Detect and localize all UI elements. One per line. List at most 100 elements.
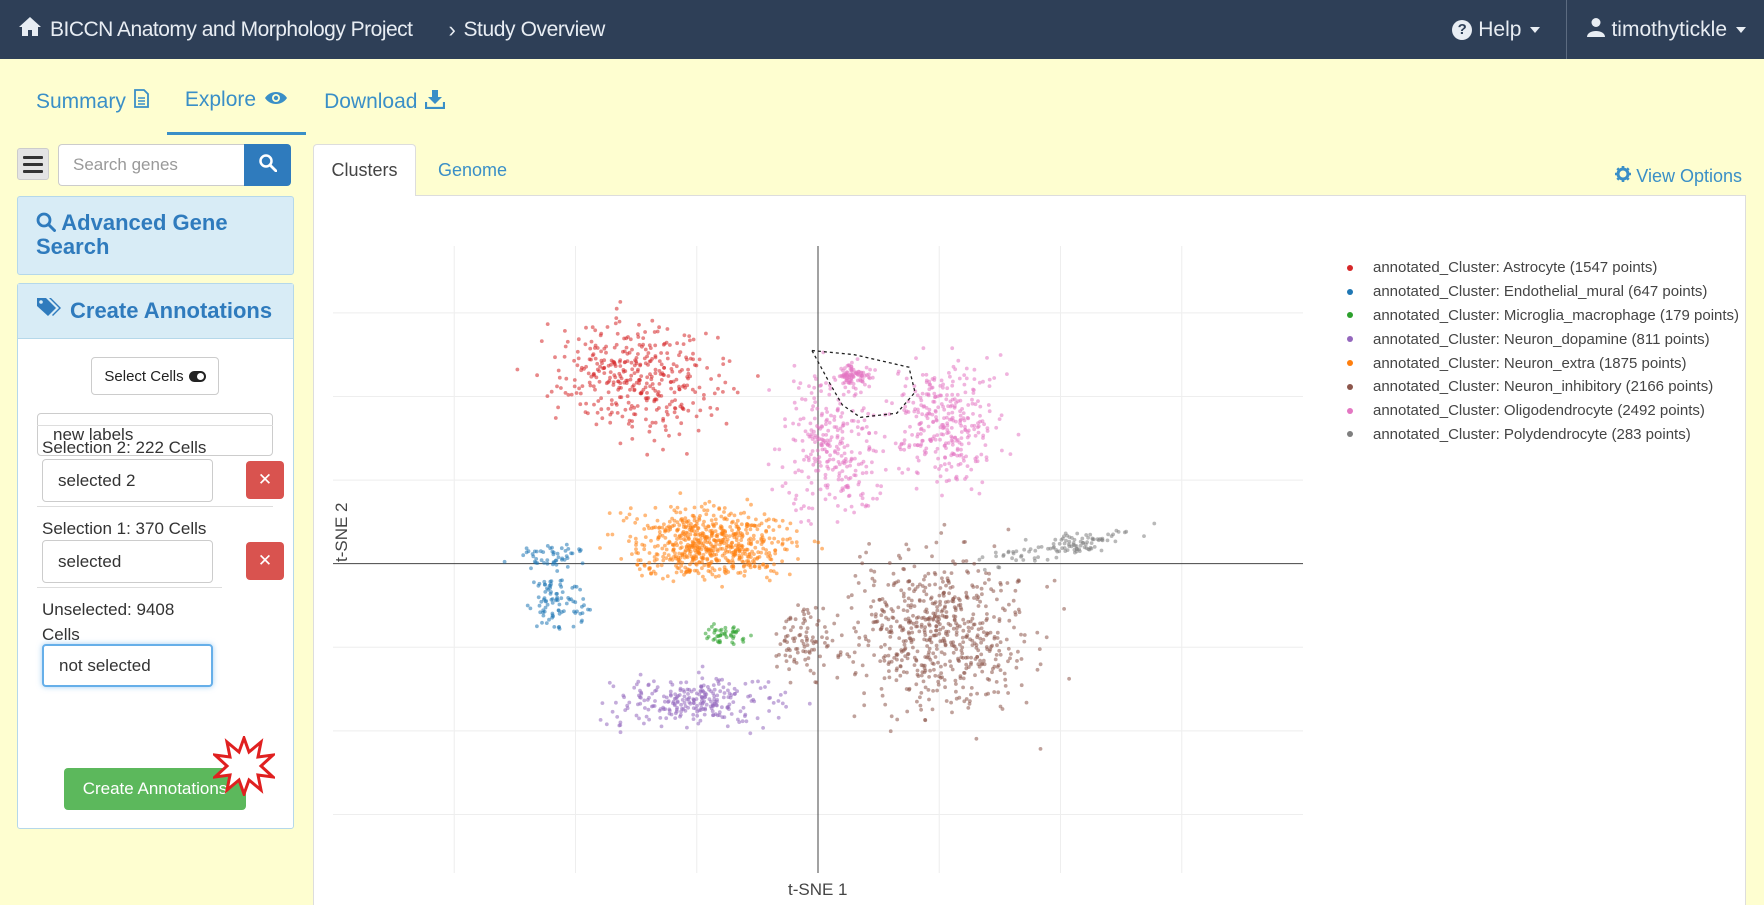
view-options-button[interactable]: View Options xyxy=(1615,166,1742,187)
tab-summary[interactable]: Summary xyxy=(18,76,167,135)
data-point xyxy=(938,437,942,442)
data-point xyxy=(602,371,607,375)
legend-item[interactable]: annotated_Cluster: Endothelial_mural (64… xyxy=(1344,280,1739,304)
selection-2-label-input[interactable] xyxy=(42,459,213,502)
data-point xyxy=(837,474,841,478)
toggle-on-icon xyxy=(188,370,206,382)
data-point xyxy=(756,550,761,555)
data-point xyxy=(774,632,779,636)
tab-explore[interactable]: Explore xyxy=(166,76,307,135)
search-button[interactable] xyxy=(244,144,291,186)
data-point xyxy=(717,567,722,572)
data-point xyxy=(792,501,796,506)
data-point xyxy=(675,341,679,346)
data-point xyxy=(619,557,624,561)
data-point xyxy=(731,700,736,704)
search-genes-input[interactable] xyxy=(58,144,244,186)
data-point xyxy=(836,460,841,464)
data-point xyxy=(658,372,663,376)
data-point xyxy=(743,569,747,574)
data-point xyxy=(610,709,615,714)
breadcrumb-study-overview[interactable]: › Study Overview xyxy=(449,17,606,43)
user-menu[interactable]: timothytickle xyxy=(1567,0,1764,59)
data-point xyxy=(941,625,945,630)
user-icon xyxy=(1587,17,1606,43)
data-point xyxy=(981,658,986,663)
data-point xyxy=(905,656,910,661)
select-cells-button[interactable]: Select Cells xyxy=(91,357,219,395)
unselected-label-input[interactable] xyxy=(42,644,213,687)
data-point xyxy=(805,663,809,667)
data-point xyxy=(895,657,899,662)
legend-item[interactable]: annotated_Cluster: Polydendrocyte (283 p… xyxy=(1344,423,1739,447)
legend-item[interactable]: annotated_Cluster: Microglia_macrophage … xyxy=(1344,304,1739,328)
create-annotations-header[interactable]: Create Annotations xyxy=(18,284,293,339)
data-point xyxy=(659,362,664,367)
data-point xyxy=(960,645,965,650)
data-point xyxy=(817,460,822,465)
data-point xyxy=(781,537,785,542)
data-point xyxy=(705,508,710,513)
data-point xyxy=(824,422,828,427)
legend-label: annotated_Cluster: Polydendrocyte (283 p… xyxy=(1373,425,1691,443)
data-point xyxy=(835,434,840,438)
data-point xyxy=(662,522,666,527)
data-point xyxy=(1084,533,1089,537)
data-point xyxy=(750,549,754,554)
data-point xyxy=(900,658,904,663)
data-point xyxy=(642,698,647,703)
data-point xyxy=(992,664,997,669)
annotation-name-input[interactable] xyxy=(37,413,273,456)
data-point xyxy=(702,699,706,704)
data-point xyxy=(972,427,977,432)
data-point xyxy=(782,625,787,630)
data-point xyxy=(891,616,896,620)
data-point xyxy=(665,356,670,361)
data-point xyxy=(923,718,928,723)
selection-1-label-input[interactable] xyxy=(42,540,213,583)
data-point xyxy=(719,514,724,519)
data-point xyxy=(1095,537,1100,542)
data-point xyxy=(954,474,959,479)
data-point xyxy=(541,613,546,618)
data-point xyxy=(978,413,982,418)
data-point xyxy=(702,563,707,568)
data-point xyxy=(842,451,847,456)
legend-marker xyxy=(1347,383,1353,390)
data-point xyxy=(745,497,750,502)
data-point xyxy=(1062,541,1067,546)
data-point xyxy=(581,597,586,601)
data-point xyxy=(949,426,954,430)
legend-item[interactable]: annotated_Cluster: Neuron_dopamine (811 … xyxy=(1344,327,1739,351)
delete-selection-2-button[interactable]: ✕ xyxy=(246,461,284,499)
data-point xyxy=(735,518,740,523)
data-point xyxy=(949,464,954,469)
data-point xyxy=(940,493,944,498)
brand-link[interactable]: BICCN Anatomy and Morphology Project xyxy=(0,16,413,43)
data-point xyxy=(734,629,739,634)
legend-item[interactable]: annotated_Cluster: Neuron_extra (1875 po… xyxy=(1344,351,1739,375)
tab-clusters[interactable]: Clusters xyxy=(313,144,416,196)
help-menu[interactable]: ? Help xyxy=(1432,0,1568,59)
legend-item[interactable]: annotated_Cluster: Astrocyte (1547 point… xyxy=(1344,256,1739,280)
sidebar-toggle-button[interactable] xyxy=(17,148,49,180)
data-point xyxy=(699,547,704,552)
data-point xyxy=(674,377,679,382)
tab-genome[interactable]: Genome xyxy=(438,160,507,181)
legend-item[interactable]: annotated_Cluster: Oligodendrocyte (2492… xyxy=(1344,399,1739,423)
data-point xyxy=(681,529,686,534)
data-point xyxy=(922,637,927,642)
legend-item[interactable]: annotated_Cluster: Neuron_inhibitory (21… xyxy=(1344,375,1739,399)
tab-download[interactable]: Download xyxy=(306,76,463,135)
data-point xyxy=(912,443,917,447)
data-point xyxy=(1052,545,1056,549)
delete-selection-1-button[interactable]: ✕ xyxy=(246,542,284,580)
data-point xyxy=(647,560,652,565)
advanced-gene-search-panel[interactable]: Advanced Gene Search xyxy=(17,196,294,275)
data-point xyxy=(890,401,894,406)
data-point xyxy=(919,427,923,432)
data-point xyxy=(947,591,951,596)
data-point xyxy=(668,689,673,694)
data-point xyxy=(893,441,898,446)
